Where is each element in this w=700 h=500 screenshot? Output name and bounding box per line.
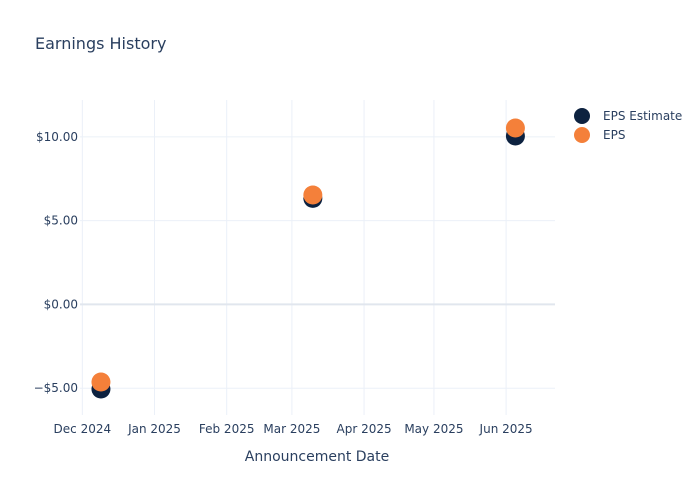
legend-label-eps: EPS (603, 127, 626, 142)
y-tick-label: $10.00 (36, 130, 78, 144)
eps-point[interactable] (505, 118, 525, 138)
legend-marker-eps-estimate (574, 107, 590, 124)
chart-title: Earnings History (35, 34, 167, 53)
eps-point[interactable] (91, 372, 111, 392)
x-tick-label: Feb 2025 (199, 422, 255, 436)
y-tick-label: $5.00 (44, 214, 78, 228)
x-tick-label: Jun 2025 (479, 422, 533, 436)
x-tick-label: Apr 2025 (337, 422, 392, 436)
data-points (91, 118, 525, 399)
x-tick-label: Jan 2025 (127, 422, 181, 436)
x-axis-title: Announcement Date (245, 449, 389, 465)
y-tick-label: −$5.00 (34, 381, 78, 395)
eps-point[interactable] (303, 185, 323, 205)
legend[interactable]: EPS Estimate EPS (574, 106, 682, 144)
axis-labels: Dec 2024 Jan 2025 Feb 2025 Mar 2025 Apr 2025… (34, 130, 533, 436)
x-tick-label: May 2025 (404, 422, 463, 436)
grid-lines (80, 100, 555, 415)
legend-item-eps-estimate[interactable]: EPS Estimate (574, 106, 682, 125)
x-tick-label: Dec 2024 (54, 422, 112, 436)
x-tick-label: Mar 2025 (263, 422, 320, 436)
legend-item-eps[interactable]: EPS (574, 125, 682, 144)
y-tick-label: $0.00 (44, 297, 78, 311)
legend-marker-eps (574, 126, 590, 143)
legend-label-eps-estimate: EPS Estimate (603, 108, 683, 123)
